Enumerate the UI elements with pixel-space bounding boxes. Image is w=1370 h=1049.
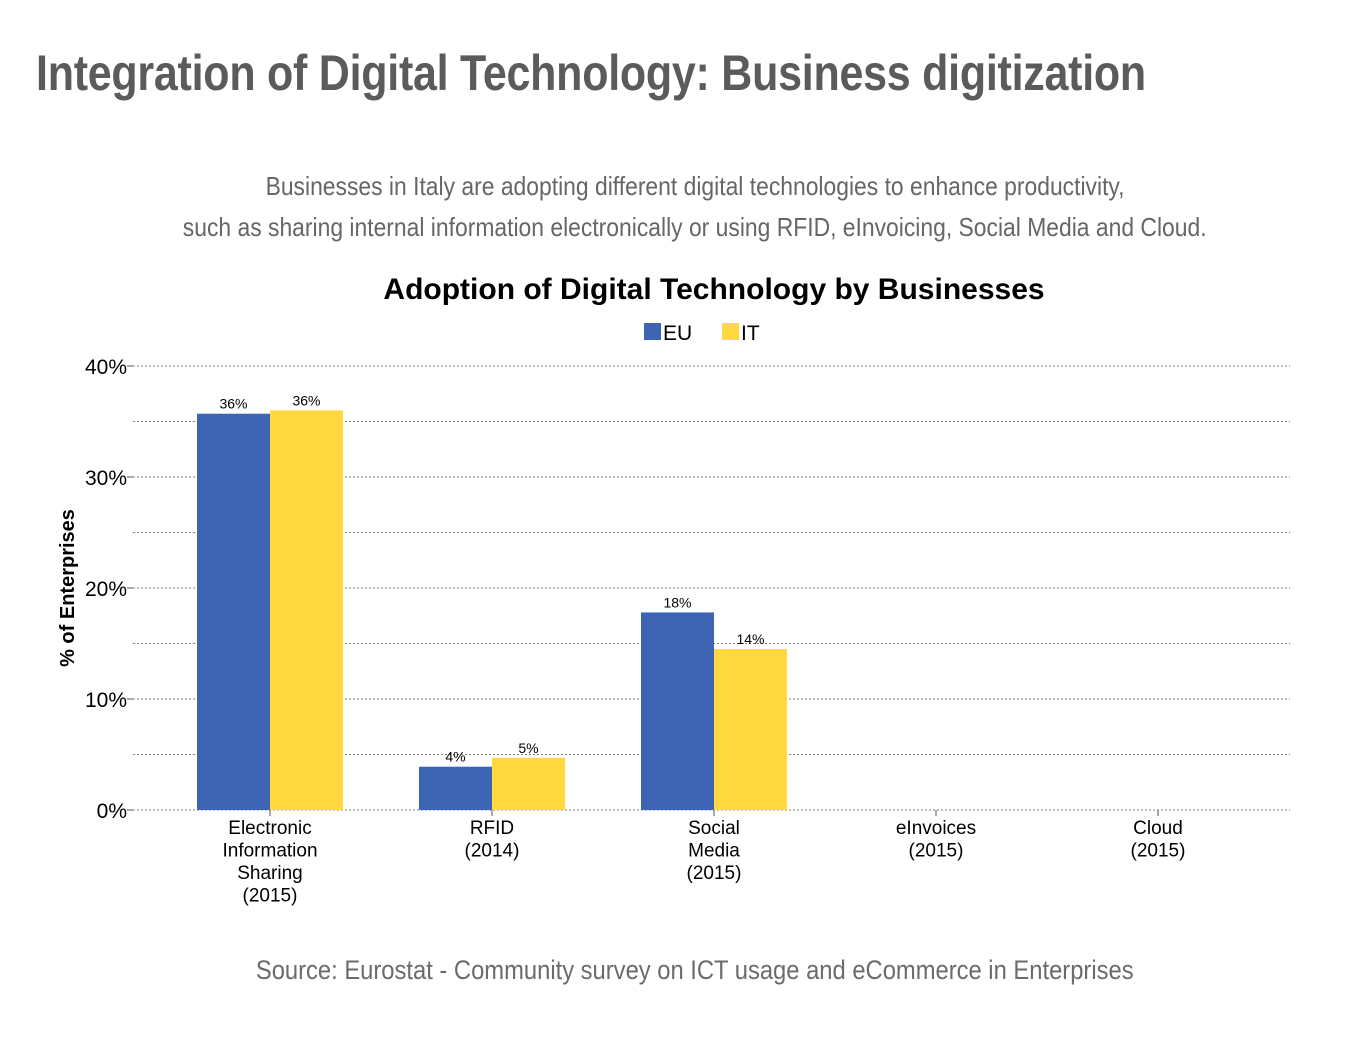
data-label-eu-2: 18% <box>663 594 691 610</box>
bar-eu-2 <box>641 612 714 810</box>
source-text: Source: Eurostat - Community survey on I… <box>256 955 1134 985</box>
chart-title: Adoption of Digital Technology by Busine… <box>383 273 1044 306</box>
x-tick-label-1-0: RFID <box>470 818 514 839</box>
subtitle-line-1: Businesses in Italy are adopting differe… <box>0 171 1370 202</box>
legend-swatch-it <box>722 323 739 340</box>
y-tick-label-30: 30% <box>85 467 127 490</box>
legend-label-eu: EU <box>663 322 692 345</box>
data-label-it-0: 36% <box>292 392 320 408</box>
x-tick-label-2-1: Media <box>688 841 740 862</box>
x-tick-label-0-2: Sharing <box>237 863 303 884</box>
x-tick-label-2-0: Social <box>688 818 740 839</box>
y-tick-label-20: 20% <box>85 578 127 601</box>
x-tick-label-0-0: Electronic <box>228 818 311 839</box>
x-tick-label-3-1: (2015) <box>909 841 964 862</box>
page-title: Integration of Digital Technology: Busin… <box>36 45 1146 101</box>
source-note: Source: Eurostat - Community survey on I… <box>0 955 1370 986</box>
y-tick-label-10: 10% <box>85 689 127 712</box>
x-tick-label-0-3: (2015) <box>243 886 298 907</box>
bar-eu-1 <box>419 766 492 810</box>
x-tick-label-1-1: (2014) <box>465 841 520 862</box>
bar-it-2 <box>714 649 787 810</box>
subtitle-text-2: such as sharing internal information ele… <box>183 212 1207 242</box>
bar-eu-0 <box>197 413 270 810</box>
data-label-it-1: 5% <box>518 740 538 756</box>
subtitle-text-1: Businesses in Italy are adopting differe… <box>265 171 1125 201</box>
data-label-eu-1: 4% <box>445 749 465 765</box>
bar-it-1 <box>492 757 565 810</box>
legend-swatch-eu <box>644 323 661 340</box>
y-axis-label: % of Enterprises <box>57 509 79 667</box>
bar-it-0 <box>270 410 343 810</box>
x-tick-label-0-1: Information <box>222 841 317 862</box>
subtitle-line-2: such as sharing internal information ele… <box>0 212 1370 243</box>
x-tick-label-3-0: eInvoices <box>896 818 976 839</box>
x-tick-label-4-1: (2015) <box>1131 841 1186 862</box>
legend-label-it: IT <box>741 322 760 345</box>
x-tick-label-2-2: (2015) <box>687 863 742 884</box>
x-tick-label-4-0: Cloud <box>1133 818 1183 839</box>
data-label-it-2: 14% <box>736 631 764 647</box>
data-label-eu-0: 36% <box>219 396 247 412</box>
y-tick-label-0: 0% <box>97 800 127 823</box>
y-tick-label-40: 40% <box>85 356 127 379</box>
